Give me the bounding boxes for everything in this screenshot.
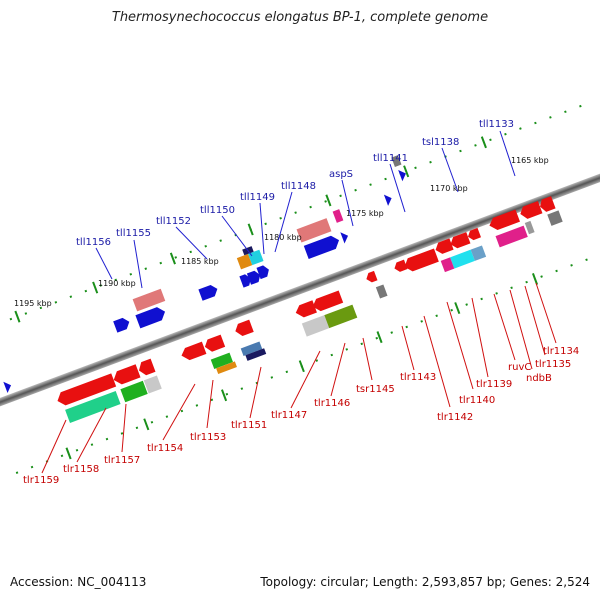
gene-tll1141-arrow	[340, 232, 349, 244]
gene-tll1155-pink	[132, 288, 166, 312]
tick-label-1195: 1195 kbp	[14, 299, 52, 308]
gene-tlr1135	[489, 209, 520, 231]
gene-tlr1140	[435, 238, 454, 254]
gene-tlr1151-blue	[240, 341, 263, 356]
gene-tlr1134-grey	[547, 210, 563, 226]
gene-tll1149	[256, 265, 269, 280]
gene-label-tll1148: tll1148	[281, 181, 316, 192]
gene-tll1148-orange	[236, 253, 253, 270]
gene-tlr1146-olive	[324, 304, 358, 329]
gene-tll1152	[198, 284, 218, 301]
gene-label-tlr1154: tlr1154	[147, 443, 183, 454]
gene-tlr1159	[57, 373, 117, 406]
gene-label-tlr1153: tlr1153	[190, 432, 226, 443]
gene-label-tlr1151: tlr1151	[231, 420, 267, 431]
gene-label-tlr1140: tlr1140	[459, 395, 495, 406]
tick-label-1165: 1165 kbp	[511, 156, 549, 165]
gene-tlr1134-b	[540, 196, 556, 212]
major-ticks	[14, 136, 539, 460]
genome-backbone	[0, 167, 600, 413]
gene-label-tlr1139: tlr1139	[476, 379, 512, 390]
lower-tick-track	[15, 240, 600, 474]
gene-label-tlr1146: tlr1146	[314, 398, 350, 409]
tick-label-1175: 1175 kbp	[346, 209, 384, 218]
gene-tsl1138	[383, 194, 392, 206]
gene-ruvC	[468, 227, 481, 241]
gene-tll1133-grey	[391, 155, 402, 167]
gene-label-tll1141: tll1141	[373, 153, 408, 164]
gene-tlr1151-navy	[245, 348, 267, 361]
gene-tlr1154-b	[204, 334, 226, 352]
genome-title: Thermosynechococcus elongatus BP-1, comp…	[111, 10, 489, 25]
gene-label-tlr1134: tlr1134	[543, 346, 579, 357]
gene-tlr1153-b	[216, 361, 237, 374]
gene-label-tll1149: tll1149	[240, 192, 275, 203]
gene-tll1156	[113, 317, 130, 333]
gene-tll1133	[398, 170, 406, 182]
gene-label-ruvC: ruvC	[508, 362, 531, 373]
gene-tlr1158	[113, 364, 141, 385]
gene-label-tsl1138: tsl1138	[422, 137, 459, 148]
gene-aspS-pink	[296, 218, 332, 243]
gene-label-tlr1135: tlr1135	[535, 359, 571, 370]
gene-tlr1146	[312, 290, 344, 312]
reverse-strand-genes	[57, 196, 563, 423]
gene-tlr1153	[210, 352, 233, 370]
tick-label-1180: 1180 kbp	[264, 233, 302, 242]
tick-label-1185: 1185 kbp	[181, 257, 219, 266]
accession-label: Accession: NC_004113	[10, 575, 147, 589]
gene-tlr1135-grey	[524, 220, 535, 235]
gene-label-tlr1147: tlr1147	[271, 410, 307, 421]
gene-tsr1145-grey	[375, 284, 388, 299]
gene-tlr1158-green	[120, 380, 148, 403]
gene-tll1148-cyan	[248, 249, 264, 266]
gene-label-tlr1158: tlr1158	[63, 464, 99, 475]
gene-tlr1143	[394, 259, 408, 272]
gene-label-tlr1159: tlr1159	[23, 475, 59, 486]
gene-label-tll1155: tll1155	[116, 228, 151, 239]
gene-label-aspS: aspS	[329, 169, 353, 180]
gene-label-tlr1143: tlr1143	[400, 372, 436, 383]
gene-tll-right	[3, 381, 12, 393]
topology-label: Topology: circular; Length: 2,593,857 bp…	[260, 575, 590, 589]
gene-label-tll1156: tll1156	[76, 237, 111, 248]
tick-label-1190: 1190 kbp	[98, 279, 136, 288]
gene-tlr1154	[181, 341, 207, 361]
genome-band	[0, 104, 600, 474]
gene-tlr1140-pink	[440, 257, 455, 273]
gene-ruvC-blue	[470, 245, 487, 261]
scale-labels: 1165 kbp 1170 kbp 1175 kbp 1180 kbp 1185…	[14, 156, 549, 308]
gene-label-tll1150: tll1150	[200, 205, 235, 216]
gene-label-tlr1142: tlr1142	[437, 412, 473, 423]
gene-label-tsr1145: tsr1145	[356, 384, 395, 395]
gene-label-ndbB: ndbB	[526, 373, 552, 384]
gene-tll1141	[332, 209, 344, 223]
gene-label-tll1133: tll1133	[479, 119, 514, 130]
gene-aspS	[303, 235, 340, 259]
tick-label-1170: 1170 kbp	[430, 184, 468, 193]
reverse-gene-labels: tlr1134 tlr1135 ndbB ruvC tlr1139 tlr114…	[23, 346, 579, 486]
gene-tlr1151	[235, 319, 254, 337]
forward-gene-labels: tll1133 tsl1138 tll1141 aspS tll1148 tll…	[76, 119, 514, 248]
gene-tlr1139	[450, 232, 471, 249]
gene-tll1150-a	[239, 274, 251, 288]
callout-lines-bottom	[41, 282, 557, 474]
gene-label-tll1152: tll1152	[156, 216, 191, 227]
callout-lines-top	[95, 130, 516, 289]
gene-ndbB	[495, 225, 528, 248]
gene-tlr1147	[295, 300, 317, 318]
gene-tlr1157	[138, 358, 156, 376]
forward-strand-genes	[3, 155, 406, 393]
gene-tlr1159-green	[65, 390, 121, 423]
gene-tlr1157-grey	[143, 375, 162, 394]
gene-tlr1134	[520, 201, 543, 219]
gene-tlr1139-cyan	[450, 249, 475, 269]
gene-label-tlr1157: tlr1157	[104, 455, 140, 466]
gene-tll1155	[135, 307, 166, 329]
gene-tsr1145	[366, 270, 378, 283]
gene-tlr1147-grey	[301, 315, 330, 337]
gene-tll1150-b	[246, 270, 261, 285]
gene-tlr1142	[404, 248, 439, 272]
